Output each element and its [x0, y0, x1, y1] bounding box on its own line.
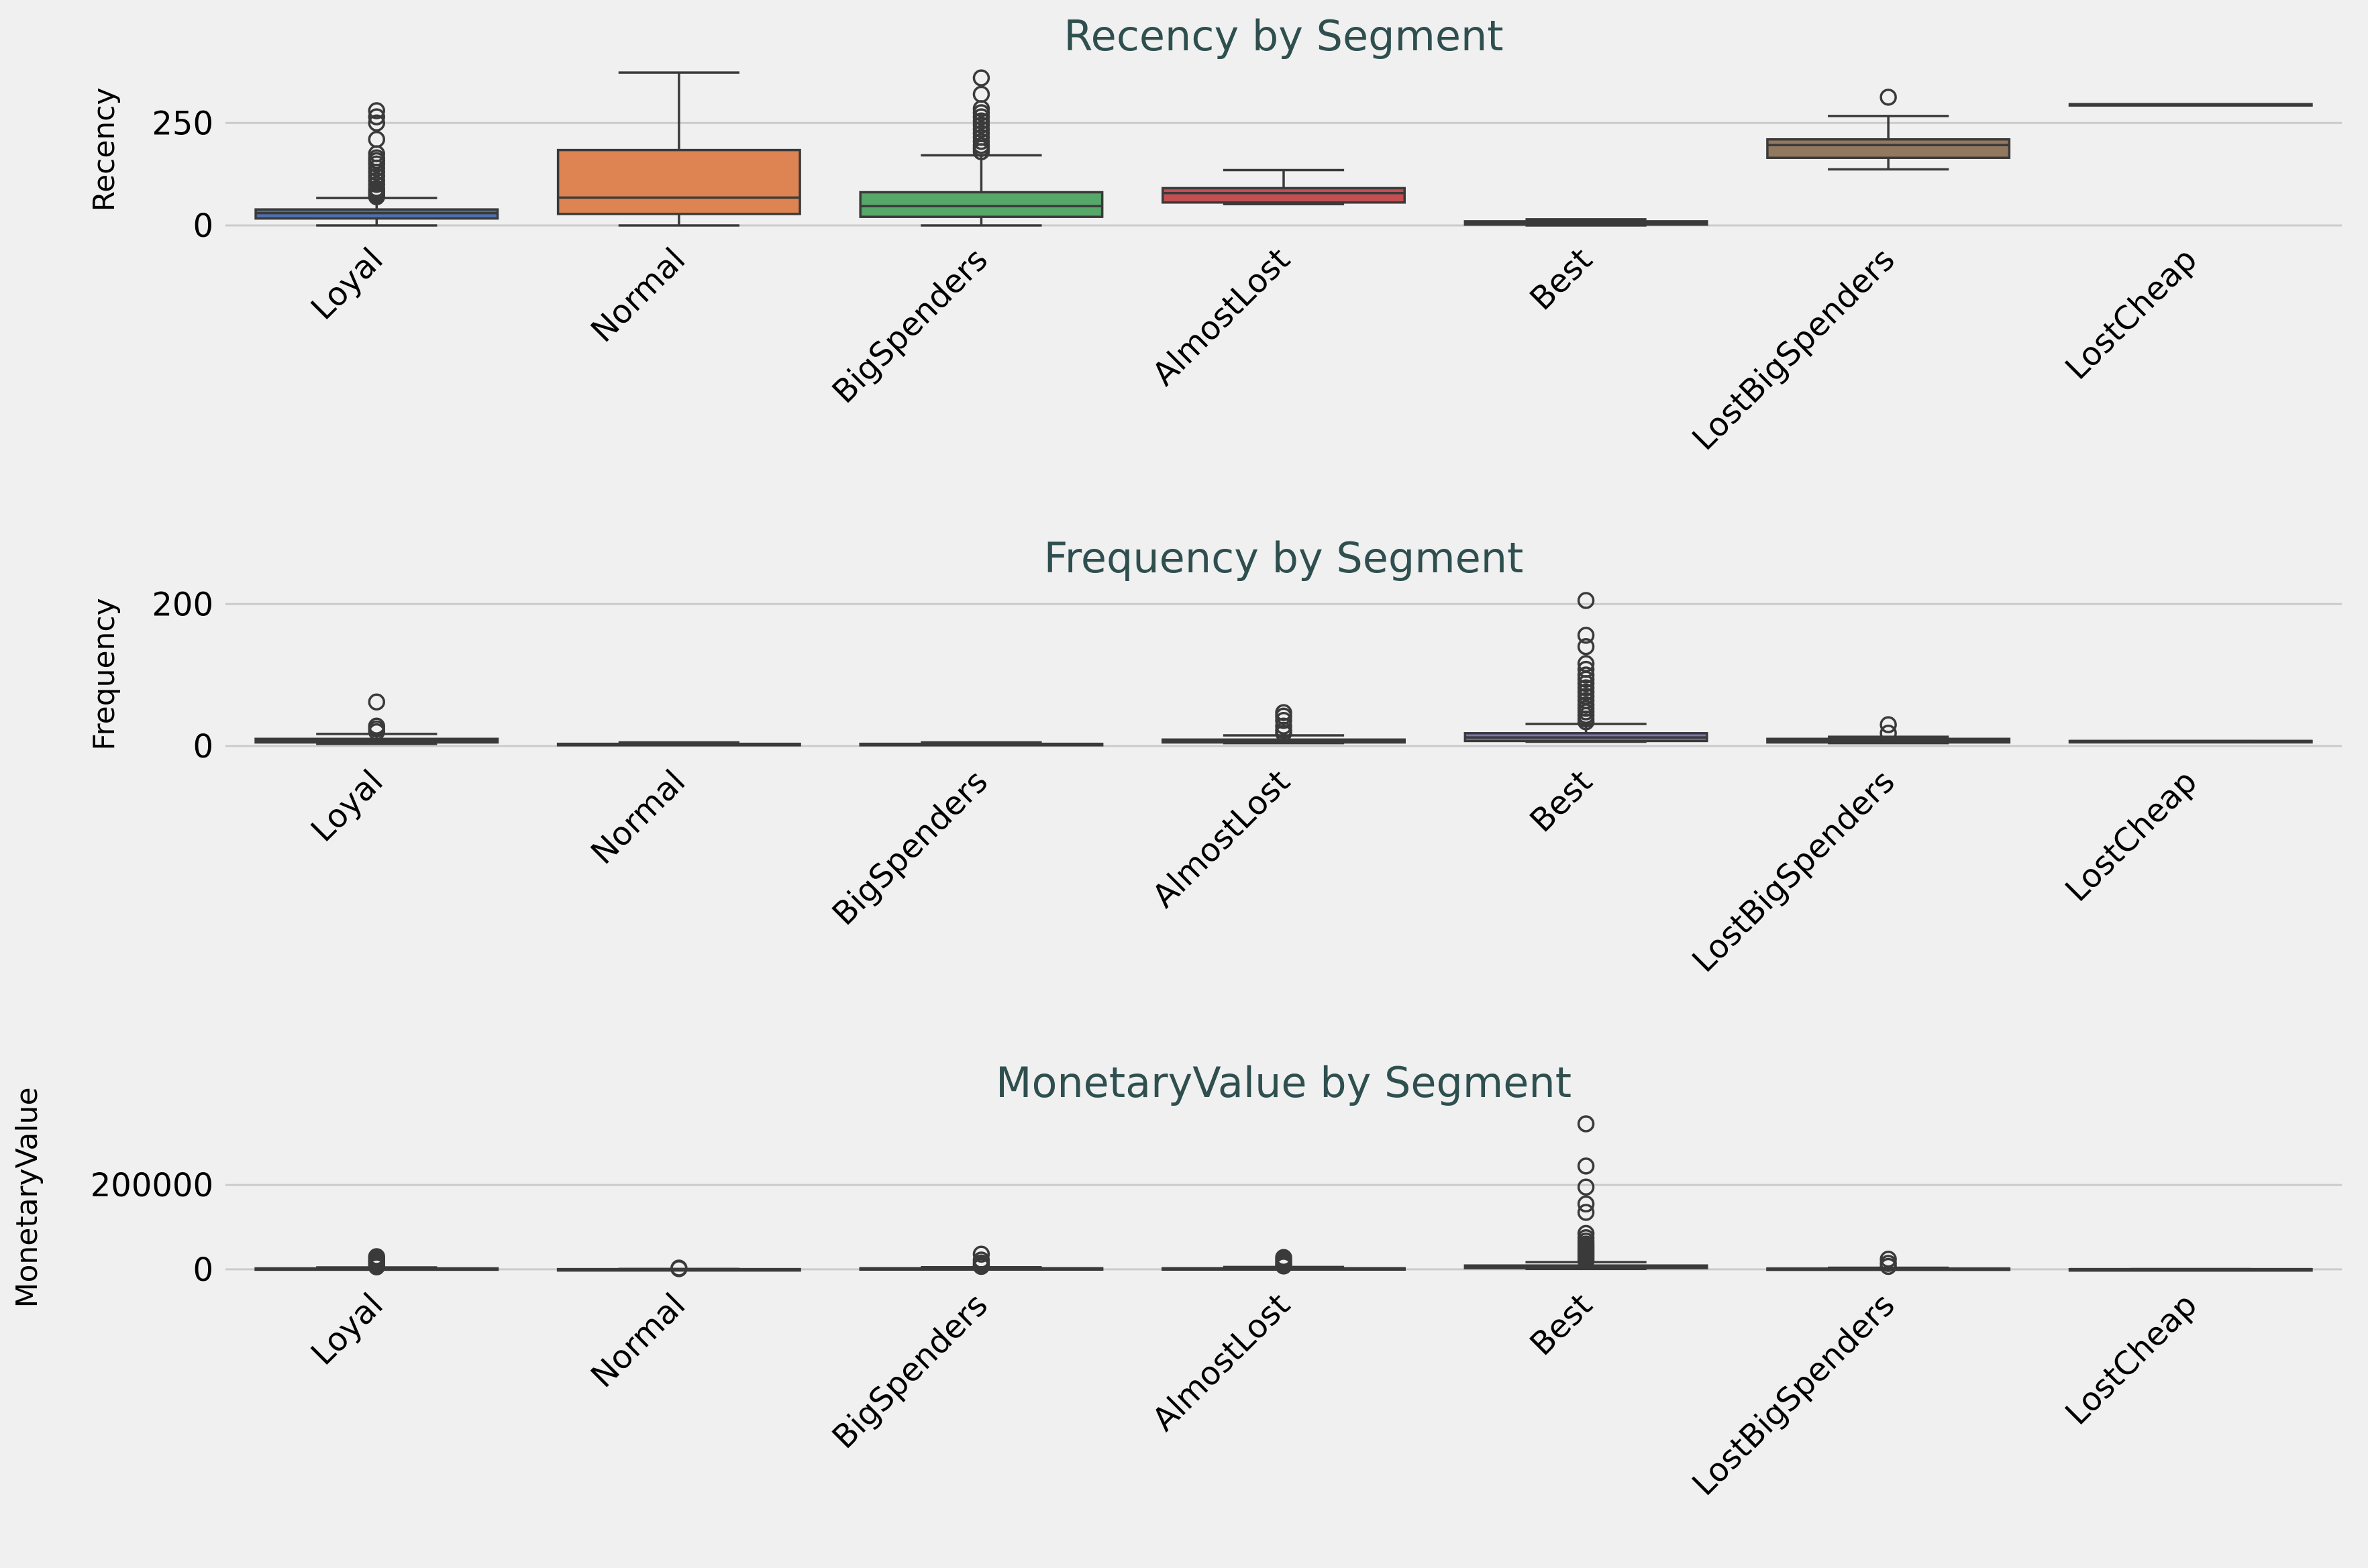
y-tick-label: 0 [193, 1251, 213, 1289]
outlier-point [368, 1248, 386, 1265]
outlier-point [1577, 660, 1595, 678]
outlier-point [368, 717, 386, 735]
outlier-point [1577, 1178, 1595, 1196]
outlier-point [670, 1259, 688, 1277]
y-tick-label: 200000 [91, 1167, 213, 1204]
box-LostBigSpenders [1766, 716, 2011, 745]
outlier-point [1577, 627, 1595, 644]
outlier-point [368, 114, 386, 132]
subplot-title: Frequency by Segment [1044, 533, 1524, 582]
outlier-point [1577, 1115, 1595, 1133]
box-Normal [556, 71, 801, 227]
outlier-point [1577, 1204, 1595, 1221]
box-Loyal [254, 102, 499, 227]
box-Best [1463, 592, 1708, 743]
box-Best [1463, 1115, 1708, 1270]
box-AlmostLost [1162, 704, 1406, 745]
y-tick-label: 250 [152, 105, 213, 142]
outlier-point [972, 85, 990, 103]
outlier-point [1577, 1195, 1595, 1213]
outlier-point [368, 102, 386, 119]
outlier-point [1577, 1157, 1595, 1175]
outlier-point [1880, 89, 1897, 106]
outlier-point [1577, 1224, 1595, 1243]
box-Normal [556, 741, 801, 747]
outlier-point [1880, 1251, 1897, 1268]
box-iqr [556, 148, 801, 215]
y-axis-label: Recency [87, 87, 121, 211]
outlier-point [368, 693, 386, 711]
box-LostBigSpenders [1766, 89, 2011, 171]
box-LostBigSpenders [1766, 1251, 2011, 1275]
outlier-point [1275, 717, 1292, 735]
outlier-point [368, 130, 386, 148]
outlier-point [972, 69, 990, 87]
y-tick-label: 0 [193, 207, 213, 245]
outlier-point [972, 1251, 990, 1269]
box-LostCheap [2068, 103, 2313, 107]
subplot-title: Recency by Segment [1064, 11, 1503, 60]
box-Best [1463, 218, 1708, 227]
y-tick-label: 0 [193, 728, 213, 766]
outlier-point [1275, 704, 1292, 721]
box-AlmostLost [1162, 1249, 1406, 1275]
outlier-point [1275, 1249, 1292, 1267]
outlier-point [368, 108, 386, 125]
box-Normal [556, 1259, 801, 1277]
box-AlmostLost [1162, 168, 1406, 205]
box-LostCheap [2068, 1267, 2313, 1272]
outlier-point [1577, 638, 1595, 656]
y-tick-label: 200 [152, 586, 213, 623]
box-BigSpenders [859, 741, 1104, 747]
y-axis-label: Frequency [87, 598, 121, 750]
box-Loyal [254, 693, 499, 745]
outlier-point [972, 1245, 990, 1263]
box-iqr [1162, 187, 1406, 204]
box-iqr [859, 191, 1104, 218]
box-iqr [1766, 138, 2011, 159]
outlier-point [1577, 592, 1595, 609]
outlier-point [1880, 725, 1897, 742]
outlier-point [1577, 666, 1595, 684]
box-BigSpenders [859, 1245, 1104, 1275]
outlier-point [1577, 655, 1595, 672]
box-Loyal [254, 1248, 499, 1275]
box-BigSpenders [859, 69, 1104, 227]
box-LostCheap [2068, 739, 2313, 744]
y-axis-label: MonetaryValue [10, 1087, 44, 1308]
subplot-title: MonetaryValue by Segment [996, 1058, 1572, 1107]
outlier-point [1880, 716, 1897, 733]
